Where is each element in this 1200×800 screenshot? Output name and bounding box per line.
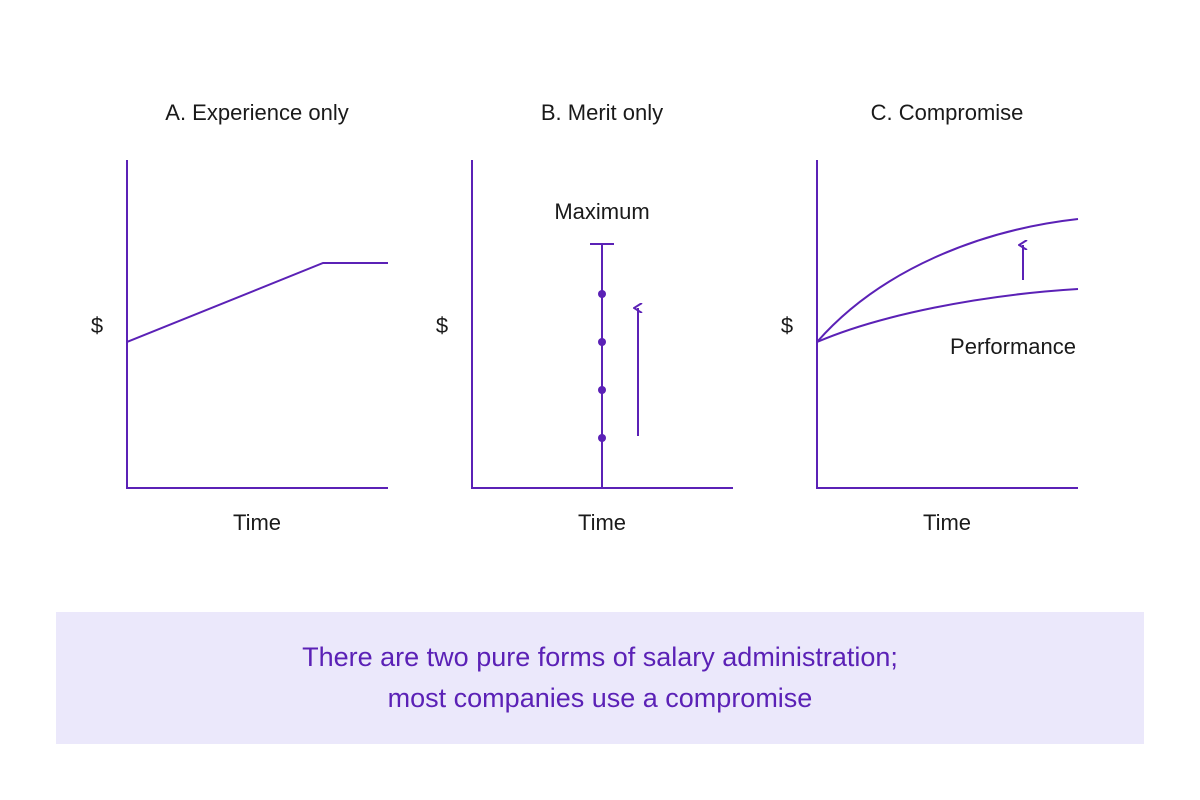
panel-b-chart: Maximum $ Time [436,160,733,535]
panel-a-y-label: $ [91,313,103,338]
panel-c-title: C. Compromise [870,100,1024,125]
panel-c-y-label: $ [781,313,793,338]
panel-b-title: B. Merit only [540,100,664,125]
salary-diagrams: $ Time Maximum $ Time Performance $ Time [91,160,1079,535]
caption-line-1: There are two pure forms of salary admin… [302,642,898,672]
panel-a-x-label: Time [233,510,281,535]
panel-a-chart: $ Time [91,160,388,535]
merit-step-dot [598,434,606,442]
panel-c-chart: Performance $ Time [781,160,1079,535]
upper-curve [816,218,1079,343]
caption-line-2: most companies use a compromise [387,683,813,713]
panel-b-y-label: $ [436,313,448,338]
merit-step-dot [598,386,606,394]
maximum-label: Maximum [554,199,649,224]
panel-a-title: A. Experience only [165,100,349,125]
caption-box: There are two pure forms of salary admin… [56,612,1144,744]
merit-step-dot [598,290,606,298]
merit-steps [598,290,606,442]
panel-b-x-label: Time [578,510,626,535]
performance-curve [816,288,1079,343]
panel-c-x-label: Time [923,510,971,535]
experience-salary-line [126,262,388,343]
merit-step-dot [598,338,606,346]
performance-label: Performance [950,334,1076,359]
